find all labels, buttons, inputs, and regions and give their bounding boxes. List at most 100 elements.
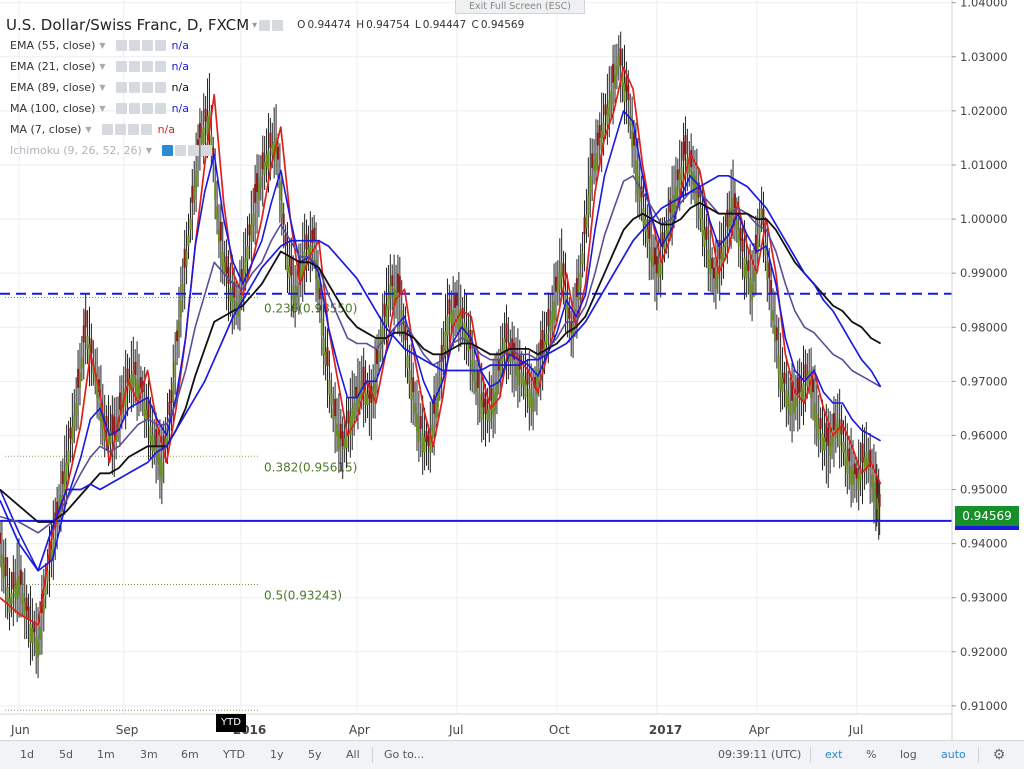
settings-icon[interactable] [114, 123, 126, 135]
candle-body [752, 268, 755, 282]
candle-body [316, 279, 319, 295]
candle-body [229, 288, 232, 302]
range-button-1y[interactable]: 1y [270, 748, 284, 761]
candle-body [608, 100, 611, 117]
add-icon[interactable] [141, 81, 153, 93]
x-tick-label: Sep [116, 723, 139, 737]
close-icon[interactable] [154, 81, 166, 93]
candle-body [589, 175, 592, 195]
candle-body [398, 275, 401, 295]
eye-icon[interactable] [115, 60, 127, 72]
range-button-5y[interactable]: 5y [308, 748, 322, 761]
y-tick-label: 1.02000 [960, 104, 1008, 118]
candle-body [145, 409, 148, 423]
settings-icon[interactable] [272, 19, 284, 31]
candle-body [189, 219, 192, 230]
close-icon[interactable] [154, 60, 166, 72]
indicator-row[interactable]: MA (100, close) ▼ n/a [10, 100, 189, 116]
candle-body [52, 538, 55, 558]
candle-body [2, 565, 5, 579]
indicator-row[interactable]: MA (7, close) ▼ n/a [10, 121, 175, 137]
close-icon[interactable] [154, 39, 166, 51]
indicator-row[interactable]: EMA (55, close) ▼ n/a [10, 37, 189, 53]
eye-icon[interactable] [115, 102, 127, 114]
eye-icon[interactable] [115, 39, 127, 51]
chevron-down-icon[interactable]: ▼ [99, 61, 106, 71]
indicator-row[interactable]: EMA (89, close) ▼ n/a [10, 79, 189, 95]
close-icon[interactable] [200, 144, 212, 156]
ext-toggle[interactable]: ext [825, 748, 843, 761]
range-button-ytd[interactable]: YTD [223, 748, 245, 761]
gear-icon[interactable]: ⚙ [992, 747, 1006, 763]
chevron-down-icon[interactable]: ▼ [99, 103, 106, 113]
close-icon[interactable] [154, 102, 166, 114]
candle-body [290, 256, 293, 276]
range-button-3m[interactable]: 3m [140, 748, 158, 761]
eye-icon[interactable] [259, 19, 271, 31]
candle-body [625, 76, 628, 92]
candle-body [505, 323, 508, 343]
candle-body [75, 402, 78, 416]
chevron-down-icon[interactable]: ▼ [85, 124, 92, 134]
candle-body [370, 386, 373, 403]
add-icon[interactable] [187, 144, 199, 156]
auto-toggle[interactable]: auto [941, 748, 966, 761]
candle-body [877, 502, 880, 520]
eye-icon[interactable] [101, 123, 113, 135]
eye-icon[interactable] [161, 144, 173, 156]
candle-body [494, 392, 497, 412]
candle-body [18, 576, 21, 595]
range-button-1d[interactable]: 1d [20, 748, 34, 761]
candle-body [244, 258, 247, 273]
candle-body [307, 247, 310, 259]
add-icon[interactable] [141, 60, 153, 72]
candle-body [490, 387, 493, 401]
symbol-title[interactable]: U.S. Dollar/Swiss Franc, D, FXCM [6, 16, 250, 34]
close-icon[interactable] [140, 123, 152, 135]
eye-icon[interactable] [115, 81, 127, 93]
candle-body [777, 355, 780, 375]
settings-icon[interactable] [128, 81, 140, 93]
indicator-row[interactable]: Ichimoku (9, 26, 52, 26) ▼ [10, 142, 218, 158]
indicator-row[interactable]: EMA (21, close) ▼ n/a [10, 58, 189, 74]
settings-icon[interactable] [128, 39, 140, 51]
candle-body [0, 532, 1, 544]
log-toggle[interactable]: log [900, 748, 917, 761]
add-icon[interactable] [141, 39, 153, 51]
range-button-all[interactable]: All [346, 748, 360, 761]
settings-icon[interactable] [128, 60, 140, 72]
candle-body [697, 182, 700, 198]
candle-body [200, 132, 203, 144]
settings-icon[interactable] [174, 144, 186, 156]
add-icon[interactable] [141, 102, 153, 114]
settings-icon[interactable] [128, 102, 140, 114]
candle-body [663, 238, 666, 250]
range-button-1m[interactable]: 1m [97, 748, 115, 761]
candle-body [185, 251, 188, 267]
candle-body [240, 268, 243, 282]
chevron-down-icon[interactable]: ▼ [99, 40, 106, 50]
candle-body [454, 294, 457, 308]
y-tick-label: 1.00000 [960, 212, 1008, 226]
chevron-down-icon[interactable]: ▼ [145, 145, 152, 155]
candle-body [836, 419, 839, 433]
add-icon[interactable] [127, 123, 139, 135]
range-button-5d[interactable]: 5d [59, 748, 73, 761]
candle-body [14, 584, 17, 598]
chevron-down-icon[interactable]: ▾ [252, 19, 258, 31]
chevron-down-icon[interactable]: ▼ [99, 82, 106, 92]
candle-body [770, 279, 773, 295]
candle-body [661, 232, 664, 248]
high-value: 0.94754 [366, 19, 410, 31]
candle-body [172, 382, 175, 402]
goto-date-button[interactable]: Go to... [384, 748, 425, 761]
candle-body [859, 467, 862, 481]
percent-toggle[interactable]: % [866, 748, 877, 761]
candle-body [473, 370, 476, 382]
range-button-6m[interactable]: 6m [181, 748, 199, 761]
candle-body [423, 437, 426, 453]
candle-body [600, 130, 603, 150]
candle-body [168, 402, 171, 415]
exit-fullscreen-button[interactable]: Exit Full Screen (ESC) [455, 0, 585, 14]
